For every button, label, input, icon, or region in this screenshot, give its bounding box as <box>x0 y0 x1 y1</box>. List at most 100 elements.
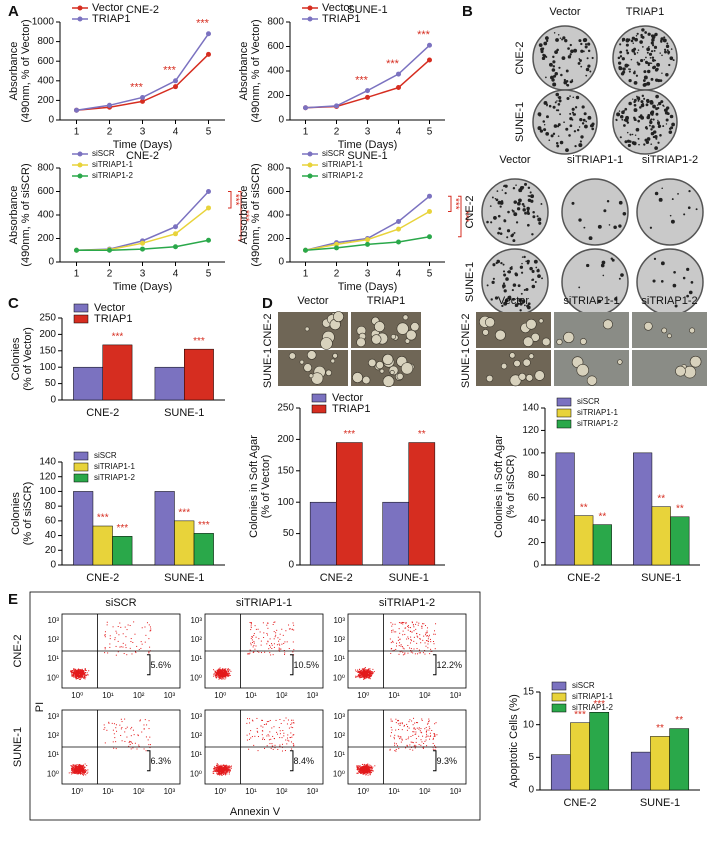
y-tick-label: 10⁰ <box>190 673 202 682</box>
colony <box>657 79 661 83</box>
y-tick-label: 10² <box>190 635 202 644</box>
colony <box>627 64 630 67</box>
colony <box>527 198 532 203</box>
colony <box>591 56 594 60</box>
event <box>83 769 85 771</box>
y-axis-label: Colonies in Soft Agar <box>493 435 505 538</box>
colony <box>551 68 556 72</box>
event <box>368 673 370 675</box>
event <box>72 769 74 771</box>
colony <box>541 56 546 61</box>
event <box>362 770 364 772</box>
colony <box>563 121 565 124</box>
event <box>138 649 140 651</box>
event <box>398 628 400 630</box>
bar <box>574 515 594 566</box>
event <box>361 676 363 678</box>
x-tick-label: 2 <box>107 269 113 280</box>
significance: ** <box>656 723 664 734</box>
event <box>434 648 436 650</box>
event <box>150 628 152 630</box>
colony <box>500 363 508 370</box>
x-tick-label: 3 <box>365 269 371 280</box>
event <box>293 744 295 746</box>
colony <box>396 322 409 335</box>
event <box>79 766 81 768</box>
event <box>280 722 282 724</box>
event <box>228 671 230 673</box>
event <box>247 653 249 655</box>
event <box>275 634 277 636</box>
event <box>83 677 85 679</box>
event <box>418 744 420 746</box>
event <box>407 738 409 740</box>
colony <box>597 299 602 304</box>
event <box>370 771 372 773</box>
y-axis-label: Absorbance <box>8 42 20 101</box>
event <box>141 643 143 645</box>
colony <box>502 284 506 288</box>
colony <box>492 263 496 267</box>
colony <box>578 218 582 222</box>
y-tick-label: 10² <box>47 731 59 740</box>
colony <box>507 210 510 214</box>
bar <box>92 525 113 566</box>
y-tick-label: 0 <box>50 395 56 406</box>
event <box>221 678 223 680</box>
event <box>278 640 280 642</box>
event <box>224 675 226 677</box>
event <box>213 669 215 671</box>
legend-label: siSCR <box>572 681 595 690</box>
bar <box>670 516 690 566</box>
significance: *** <box>593 699 605 710</box>
colony <box>651 58 655 62</box>
colony <box>588 236 593 241</box>
colony <box>410 322 420 332</box>
column-label: Vector <box>499 154 531 166</box>
colony <box>654 191 659 196</box>
event <box>270 747 272 749</box>
colony <box>374 321 385 333</box>
event <box>220 671 222 673</box>
data-point <box>206 237 211 243</box>
event <box>246 739 248 741</box>
event <box>115 630 117 632</box>
colony <box>546 39 549 43</box>
event <box>124 740 126 742</box>
colony <box>649 111 654 116</box>
colony <box>542 120 546 123</box>
event <box>73 668 75 670</box>
event <box>369 676 371 678</box>
significance: ** <box>580 502 588 513</box>
event <box>428 636 430 638</box>
event <box>419 638 421 640</box>
event <box>122 633 124 635</box>
event <box>434 633 436 635</box>
y-tick-label: 150 <box>39 345 56 356</box>
panel-label: B <box>462 3 473 20</box>
event <box>220 669 222 671</box>
event <box>216 766 218 768</box>
event <box>131 726 133 728</box>
y-tick-label: 140 <box>522 403 539 414</box>
event <box>223 765 225 767</box>
legend-label: siSCR <box>94 451 117 460</box>
event <box>230 765 232 767</box>
y-axis-label: (490nm, % of siSCR) <box>20 163 32 266</box>
event <box>359 771 361 773</box>
event <box>222 771 224 773</box>
event <box>395 722 397 724</box>
event <box>284 652 286 654</box>
event <box>362 675 364 677</box>
event <box>288 727 290 729</box>
colony <box>569 116 573 121</box>
event <box>216 767 218 769</box>
data-point <box>173 244 178 250</box>
colony <box>541 277 543 280</box>
colony <box>637 99 640 102</box>
event <box>371 671 373 673</box>
event <box>218 770 220 772</box>
colony <box>540 203 543 205</box>
colony <box>656 62 660 67</box>
colony <box>569 43 572 47</box>
